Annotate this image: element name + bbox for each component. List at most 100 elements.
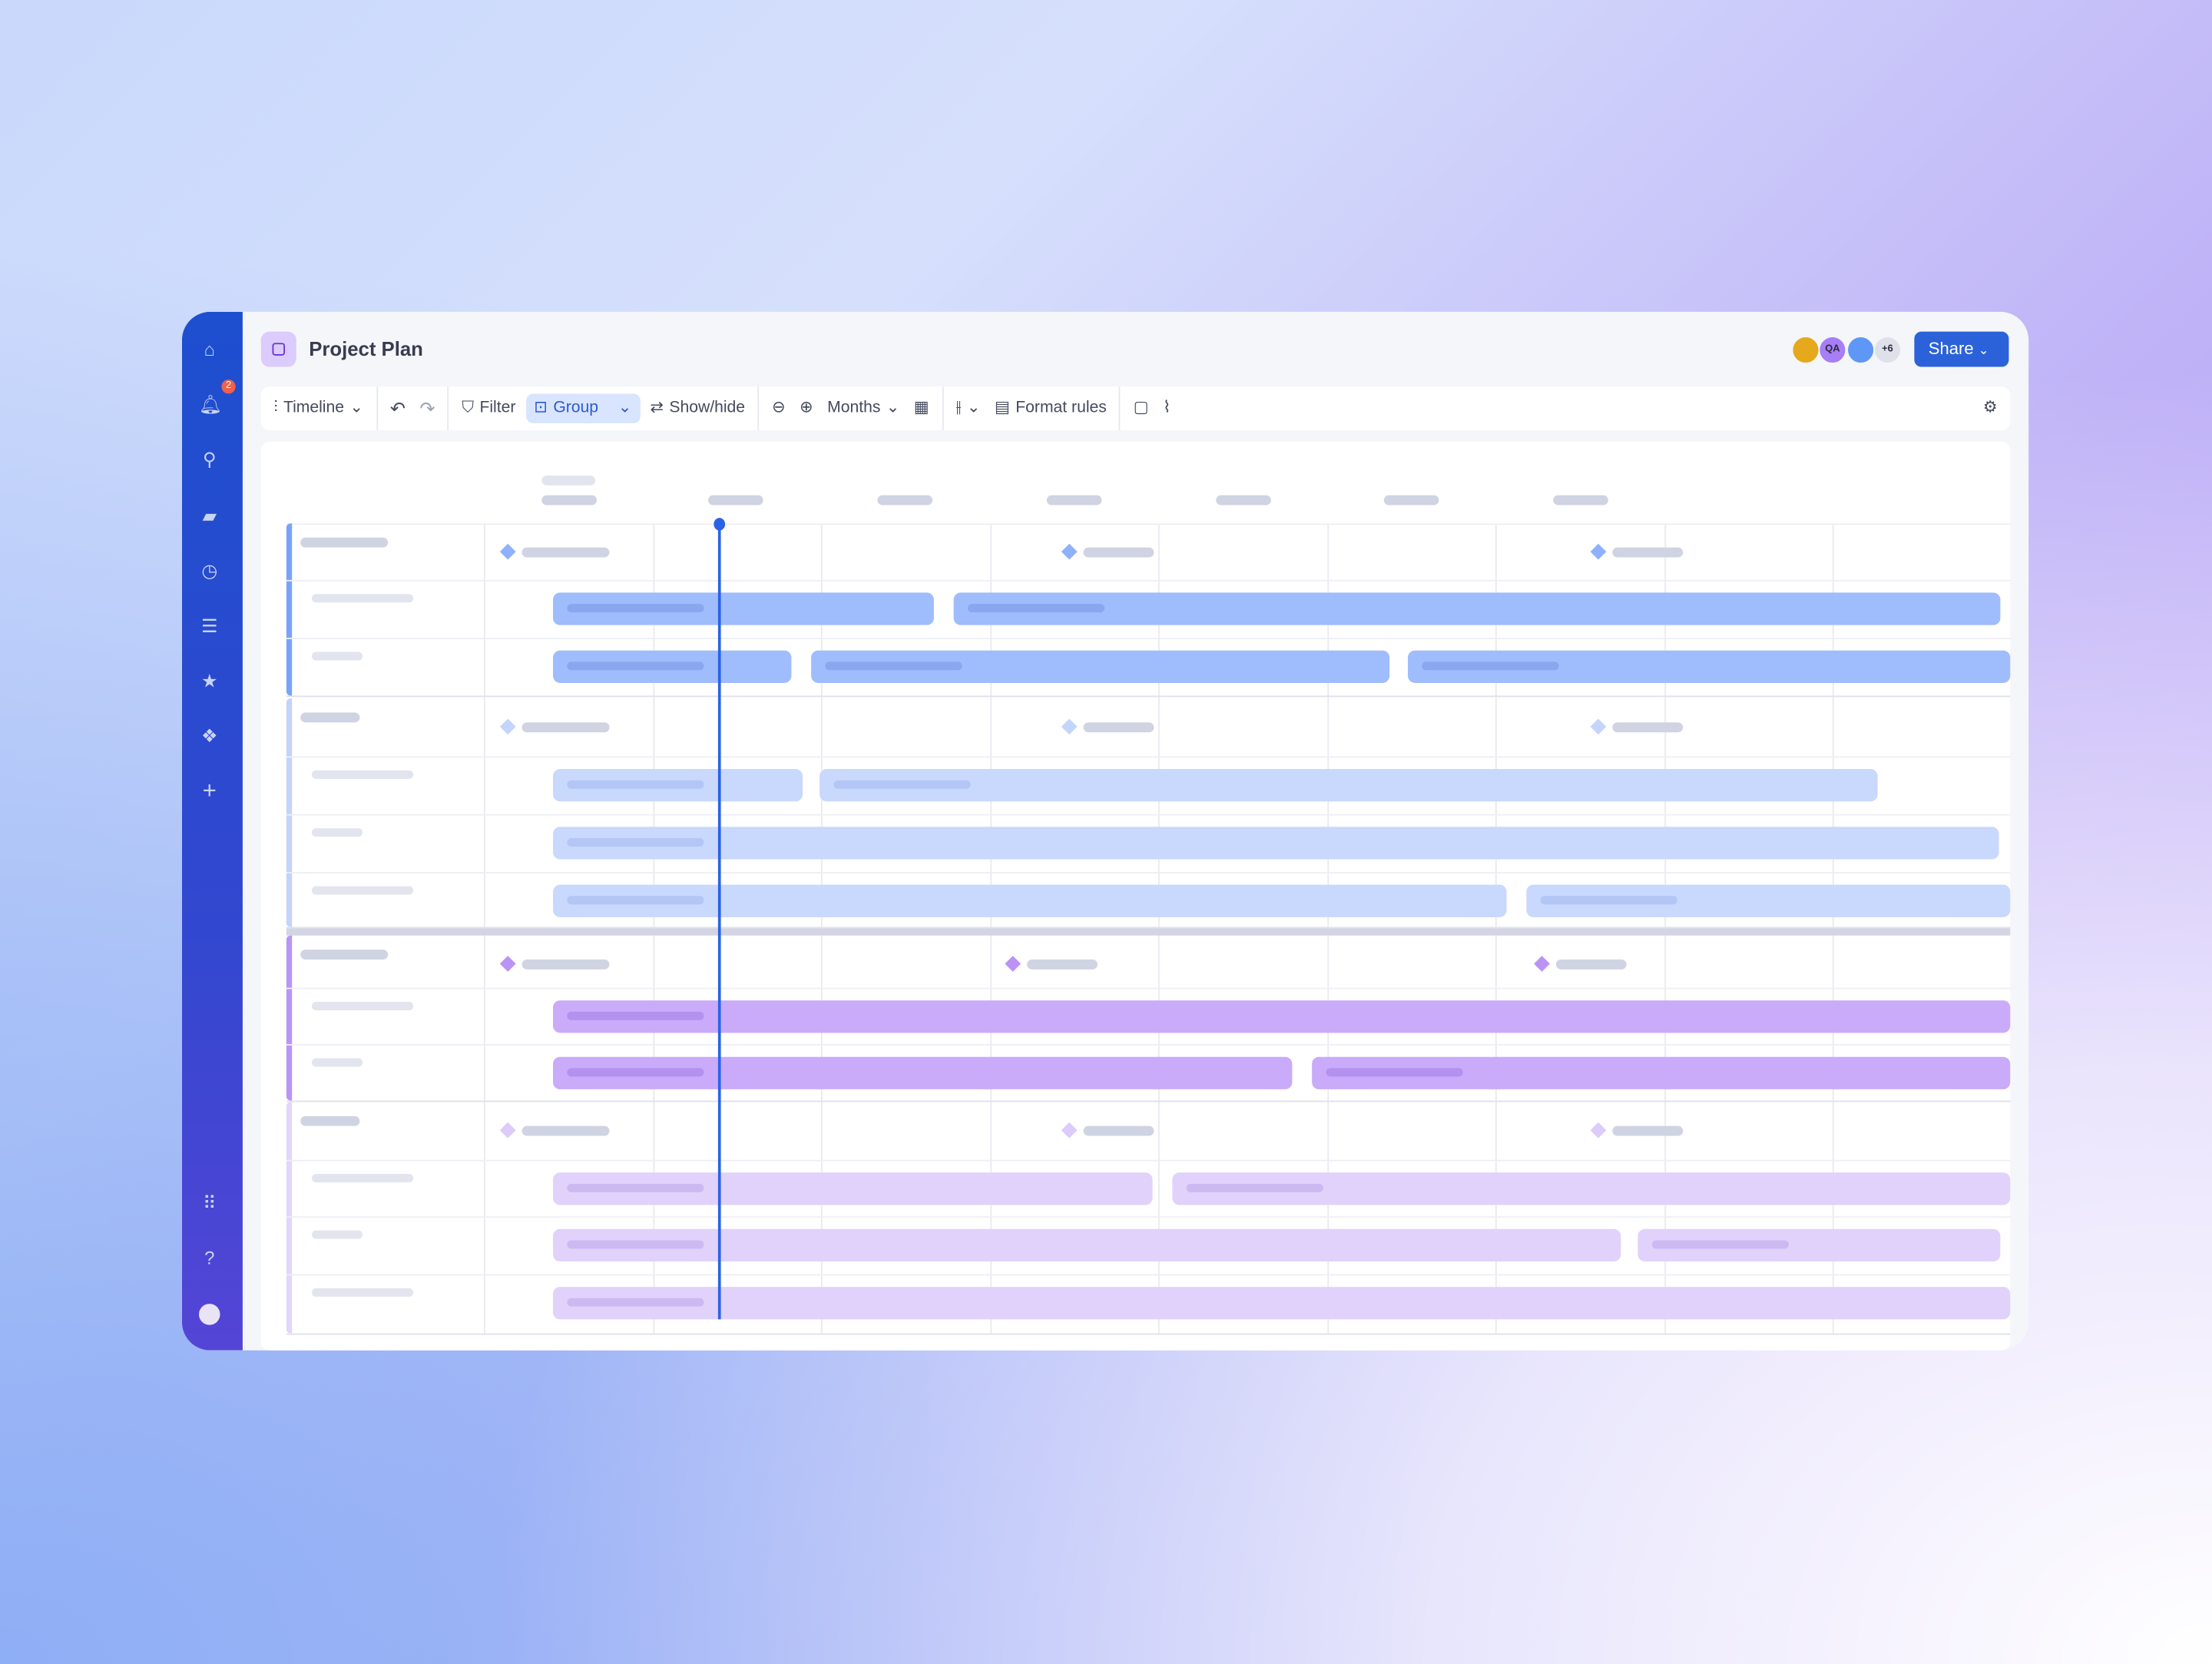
milestone-label-placeholder xyxy=(1612,1125,1684,1136)
task-bar[interactable] xyxy=(552,592,934,625)
view-dropdown[interactable]: ⫶ Timeline ⌄ xyxy=(267,386,370,430)
row-label-placeholder xyxy=(311,651,363,661)
scale-dropdown[interactable]: Months ⌄ xyxy=(820,386,907,430)
profile-avatar[interactable] xyxy=(198,1304,220,1325)
task-bar[interactable] xyxy=(1408,650,2011,683)
milestone-label-placeholder xyxy=(1083,547,1154,558)
format-rules-button[interactable]: ▤ Format rules xyxy=(988,386,1114,430)
group-name-placeholder xyxy=(300,712,360,723)
group-color-strip xyxy=(286,1102,293,1334)
milestone-label-placeholder xyxy=(1612,547,1684,558)
project-icon xyxy=(260,331,296,367)
showhide-button[interactable]: ⇄ Show/hide xyxy=(643,386,752,430)
task-label-placeholder xyxy=(1186,1183,1323,1193)
task-bar[interactable] xyxy=(552,1172,1153,1205)
task-bar[interactable] xyxy=(953,592,2001,625)
milestone-label-placeholder xyxy=(522,1125,610,1136)
task-bar[interactable] xyxy=(1526,884,2011,917)
month-label-placeholder xyxy=(708,495,763,505)
filter-button[interactable]: ⛉ Filter xyxy=(455,386,523,430)
page-title: Project Plan xyxy=(309,336,423,360)
timeline-icon: ⫶ xyxy=(273,399,278,416)
view-label: Timeline xyxy=(283,399,344,416)
task-label-placeholder xyxy=(1326,1068,1463,1077)
task-label-placeholder xyxy=(1422,661,1559,671)
search-icon[interactable]: ⚲ xyxy=(202,449,217,470)
clock-icon[interactable]: ◷ xyxy=(201,560,218,582)
row-label-placeholder xyxy=(311,1288,414,1297)
month-label-placeholder xyxy=(1046,495,1102,505)
today-line xyxy=(717,523,721,1320)
task-bar[interactable] xyxy=(820,769,1878,802)
task-bar[interactable] xyxy=(811,650,1390,683)
row-divider xyxy=(286,1159,2011,1162)
avatar[interactable] xyxy=(1791,336,1820,364)
scale-label: Months xyxy=(827,399,881,416)
share-button[interactable]: Share ⌄ xyxy=(1914,331,2009,367)
row-label-placeholder xyxy=(311,594,414,603)
avatar[interactable]: QA xyxy=(1818,336,1847,364)
gear-icon[interactable]: ⚙ xyxy=(1982,399,1998,416)
redo-button[interactable]: ↷ xyxy=(419,397,435,419)
group-button[interactable]: ⊡ Group ⌄ xyxy=(525,393,641,424)
zoom-in-button[interactable]: ⊕ xyxy=(800,399,813,416)
task-bar[interactable] xyxy=(552,1228,1621,1262)
task-label-placeholder xyxy=(567,1183,704,1193)
comment-icon[interactable]: ▢ xyxy=(1133,399,1149,416)
baseline-icon: ⫲ xyxy=(955,399,962,416)
task-label-placeholder xyxy=(567,1068,704,1077)
bell-icon[interactable]: 🔔︎ xyxy=(198,393,223,415)
group-label: Group xyxy=(553,399,599,416)
task-bar[interactable] xyxy=(552,884,1507,917)
task-label-placeholder xyxy=(567,1011,704,1020)
filter-label: Filter xyxy=(479,399,516,416)
plus-icon[interactable]: + xyxy=(202,777,217,804)
baseline-dropdown[interactable]: ⫲ ⌄ xyxy=(949,386,987,430)
undo-button[interactable]: ↶ xyxy=(389,397,406,419)
task-bar[interactable] xyxy=(552,827,1999,860)
home-icon[interactable]: ⌂ xyxy=(204,338,215,360)
month-label-placeholder xyxy=(1383,495,1439,505)
row-label-placeholder xyxy=(311,886,414,895)
grid-icon[interactable]: ⠿ xyxy=(202,1192,217,1214)
milestone-label-placeholder xyxy=(522,722,610,733)
calendar-search-icon[interactable]: ▦ xyxy=(913,399,929,416)
task-bar[interactable] xyxy=(552,1000,2011,1033)
apps-diamond-icon[interactable]: ❖ xyxy=(201,725,218,747)
toolbar: ⫶ Timeline ⌄ ↶ ↷ ⛉ Filter ⊡ Group ⌄ ⇄ Show/hid… xyxy=(260,386,2011,431)
task-bar[interactable] xyxy=(1637,1228,2001,1262)
group-color-strip xyxy=(286,698,293,927)
more-collaborators[interactable]: +6 xyxy=(1873,336,1902,364)
task-label-placeholder xyxy=(567,604,704,613)
group-divider xyxy=(286,1333,2011,1335)
milestone-label-placeholder xyxy=(522,959,610,970)
group-name-placeholder xyxy=(300,537,389,548)
chevron-down-icon: ⌄ xyxy=(1978,343,1989,357)
group-divider xyxy=(286,695,2011,698)
chevron-down-icon: ⌄ xyxy=(966,399,981,416)
group-name-placeholder xyxy=(300,1115,360,1126)
milestone-label-placeholder xyxy=(1612,722,1684,733)
group-name-placeholder xyxy=(300,950,389,960)
task-label-placeholder xyxy=(567,837,704,847)
task-label-placeholder xyxy=(833,780,971,789)
folder-icon[interactable]: ▰ xyxy=(202,505,217,527)
contacts-icon[interactable]: ☰ xyxy=(201,615,218,637)
attachment-icon[interactable]: ⌇ xyxy=(1163,399,1171,416)
task-bar[interactable] xyxy=(1172,1172,2011,1205)
group-color-strip xyxy=(286,935,293,1101)
task-bar[interactable] xyxy=(552,769,803,802)
task-bar[interactable] xyxy=(552,1287,2011,1320)
task-label-placeholder xyxy=(825,661,962,671)
group-color-strip xyxy=(286,523,293,696)
filter-icon: ⛉ xyxy=(462,399,475,416)
task-bar[interactable] xyxy=(552,1056,1293,1089)
row-label-placeholder xyxy=(311,770,414,779)
star-icon[interactable]: ★ xyxy=(201,670,218,691)
today-marker[interactable] xyxy=(714,518,726,531)
zoom-out-button[interactable]: ⊖ xyxy=(771,399,786,416)
milestone-label-placeholder xyxy=(1555,959,1627,970)
help-icon[interactable]: ? xyxy=(204,1247,215,1269)
task-bar[interactable] xyxy=(1312,1056,2011,1089)
task-bar[interactable] xyxy=(552,650,792,683)
